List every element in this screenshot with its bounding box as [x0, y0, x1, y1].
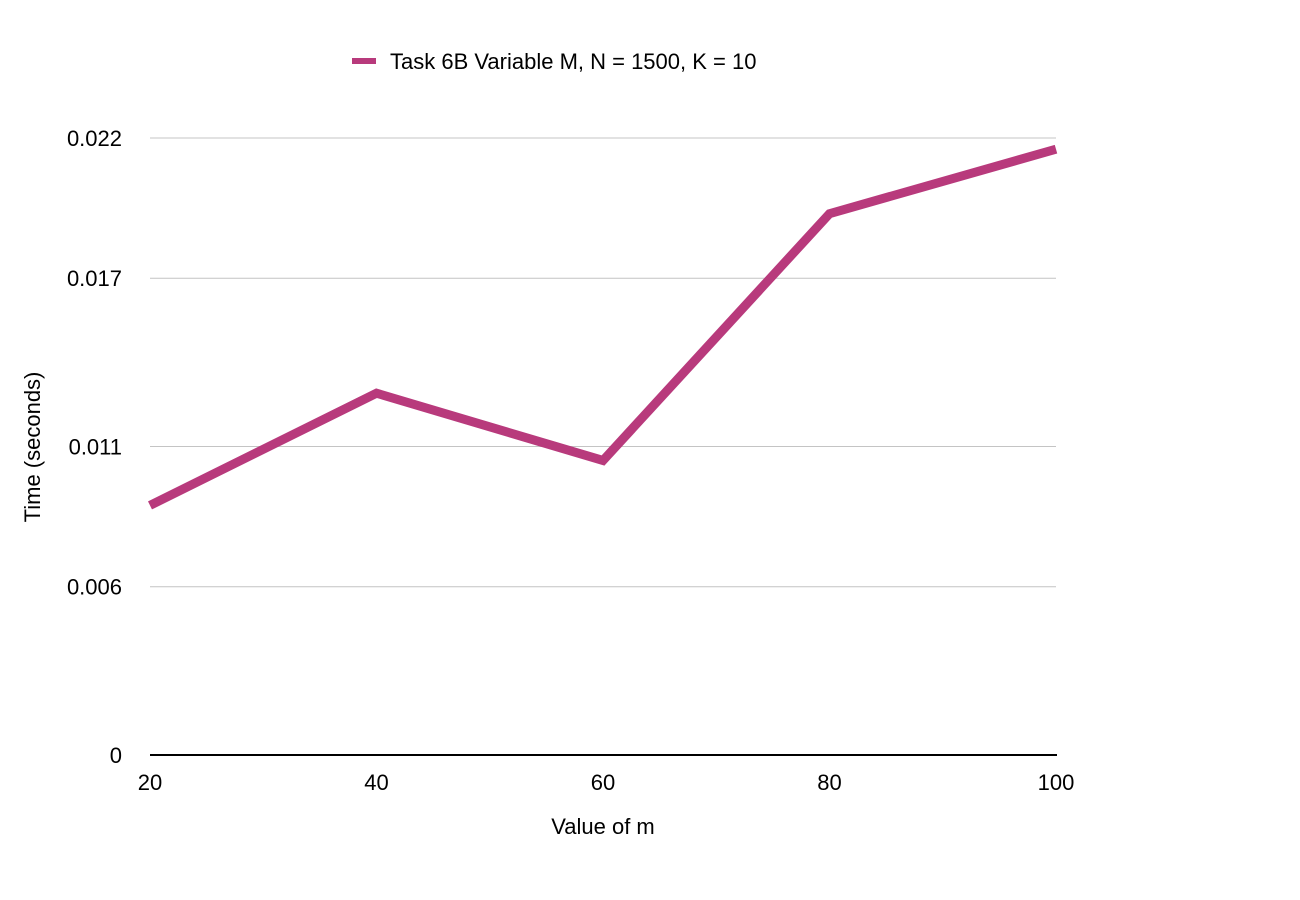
y-tick-label: 0.011: [69, 435, 122, 460]
gridlines: [150, 137, 1056, 588]
x-tick-label: 20: [138, 770, 162, 795]
y-tick-label: 0.022: [67, 126, 122, 151]
y-tick-label: 0.006: [67, 575, 122, 600]
y-tick-labels: 0 0.006 0.011 0.017 0.022: [67, 126, 122, 768]
x-tick-labels: 20 40 60 80 100: [138, 770, 1075, 795]
x-tick-label: 40: [364, 770, 388, 795]
legend-label: Task 6B Variable M, N = 1500, K = 10: [390, 49, 756, 74]
y-axis-title: Time (seconds): [20, 372, 45, 523]
legend: Task 6B Variable M, N = 1500, K = 10: [352, 49, 756, 74]
x-axis-title: Value of m: [551, 814, 655, 839]
x-tick-label: 60: [591, 770, 615, 795]
series-group: [148, 144, 1058, 510]
y-tick-label: 0.017: [67, 266, 122, 291]
series-line: [148, 144, 1058, 510]
x-tick-label: 80: [817, 770, 841, 795]
y-tick-label: 0: [110, 743, 122, 768]
x-tick-label: 100: [1038, 770, 1075, 795]
